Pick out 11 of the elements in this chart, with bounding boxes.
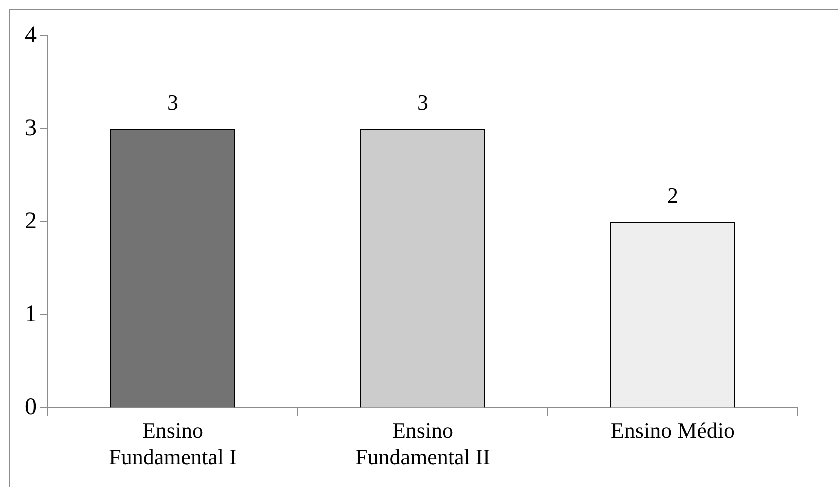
- x-tick-label: Ensino Fundamental II: [355, 418, 491, 470]
- y-tick-label: 3: [25, 115, 37, 142]
- x-tick-label: Ensino Fundamental I: [109, 418, 237, 470]
- y-tick-label: 0: [25, 394, 37, 420]
- y-tick-label: 2: [25, 208, 37, 234]
- data-label: 3: [418, 90, 428, 115]
- data-label: 2: [668, 182, 678, 208]
- data-label: 3: [168, 90, 178, 115]
- y-tick-label: 1: [25, 301, 37, 328]
- x-tick-label: Ensino Médio: [610, 418, 736, 444]
- y-tick-label: 4: [25, 22, 37, 48]
